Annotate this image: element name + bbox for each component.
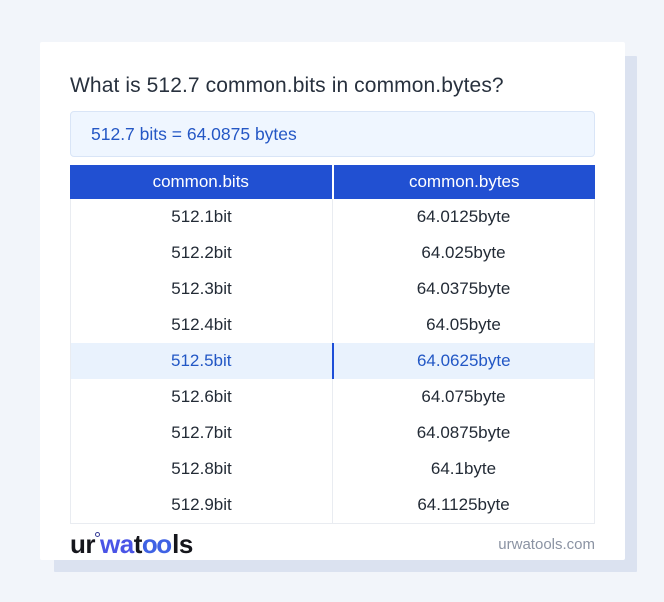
bytes-cell[interactable]: 64.1125byte <box>417 495 510 514</box>
table-row[interactable]: 512.1bit 64.0125byte <box>71 199 594 235</box>
table-row-highlighted[interactable]: 512.5bit 64.0625byte <box>71 343 594 379</box>
logo-glasses-icon: oo <box>141 529 172 559</box>
conversion-result-text: 512.7 bits = 64.0875 bytes <box>91 123 297 144</box>
table-header-bits: common.bits <box>70 165 334 199</box>
table-row[interactable]: 512.4bit 64.05byte <box>71 307 594 343</box>
logo-ring-icon <box>95 532 100 537</box>
bits-cell[interactable]: 512.7bit <box>71 415 333 451</box>
converter-card: What is 512.7 common.bits in common.byte… <box>40 42 625 560</box>
bytes-cell[interactable]: 64.0375byte <box>416 279 511 298</box>
urwatools-logo[interactable]: ur wa t oo ls <box>70 529 193 560</box>
table-row[interactable]: 512.7bit 64.0875byte <box>71 415 594 451</box>
bytes-cell[interactable]: 64.025byte <box>421 243 506 262</box>
logo-text-ls: ls <box>172 529 193 559</box>
bits-cell[interactable]: 512.1bit <box>71 199 333 235</box>
logo-text-ur: ur <box>70 529 96 559</box>
bytes-cell[interactable]: 64.0125byte <box>416 207 511 226</box>
bytes-cell[interactable]: 64.1byte <box>430 459 497 478</box>
table-row[interactable]: 512.9bit 64.1125byte <box>71 487 594 523</box>
table-row[interactable]: 512.8bit 64.1byte <box>71 451 594 487</box>
bits-cell[interactable]: 512.2bit <box>71 235 333 271</box>
table-row[interactable]: 512.6bit 64.075byte <box>71 379 594 415</box>
site-domain-text: urwatools.com <box>498 536 595 553</box>
bytes-cell[interactable]: 64.075byte <box>421 387 506 406</box>
logo-text-t: t <box>133 529 143 559</box>
bytes-cell[interactable]: 64.05byte <box>426 315 501 334</box>
conversion-result-box: 512.7 bits = 64.0875 bytes <box>70 111 595 157</box>
bits-cell[interactable]: 512.5bit <box>71 343 334 379</box>
bytes-cell[interactable]: 64.0625byte <box>416 351 511 370</box>
bits-cell[interactable]: 512.8bit <box>71 451 333 487</box>
conversion-table: common.bits common.bytes 512.1bit 64.012… <box>70 165 595 524</box>
table-row[interactable]: 512.3bit 64.0375byte <box>71 271 594 307</box>
page-title: What is 512.7 common.bits in common.byte… <box>70 74 504 97</box>
bytes-cell[interactable]: 64.0875byte <box>416 423 511 442</box>
bits-cell[interactable]: 512.9bit <box>71 487 333 523</box>
bits-cell[interactable]: 512.3bit <box>71 271 333 307</box>
table-header-row: common.bits common.bytes <box>70 165 595 199</box>
bits-cell[interactable]: 512.6bit <box>71 379 333 415</box>
logo-text-wa: wa <box>100 529 134 559</box>
table-row[interactable]: 512.2bit 64.025byte <box>71 235 594 271</box>
bits-cell[interactable]: 512.4bit <box>71 307 333 343</box>
card-footer: ur wa t oo ls urwatools.com <box>70 524 595 561</box>
table-header-bytes: common.bytes <box>408 172 520 191</box>
